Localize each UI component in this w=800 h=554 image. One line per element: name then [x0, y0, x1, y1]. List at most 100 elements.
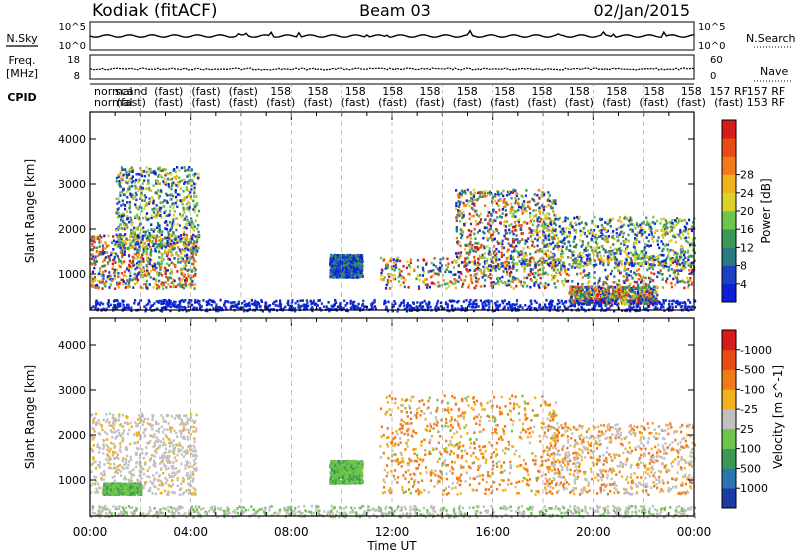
- power-cell: [387, 278, 390, 282]
- power-cell: [160, 260, 163, 263]
- power-cell: [581, 230, 585, 233]
- power-cell: [675, 276, 678, 280]
- power-cell: [153, 264, 157, 268]
- power-cell: [345, 267, 348, 270]
- power-cell: [549, 250, 552, 254]
- power-cell: [536, 239, 539, 242]
- power-cell: [536, 260, 539, 264]
- power-cell: [521, 212, 524, 215]
- power-cell: [500, 255, 503, 258]
- power-cell: [623, 250, 626, 253]
- power-cell: [477, 277, 480, 281]
- power-cell: [331, 273, 335, 277]
- power-cell: [490, 281, 493, 284]
- power-cell: [582, 270, 585, 274]
- power-cell: [631, 228, 634, 232]
- power-cell: [590, 228, 593, 232]
- power-cell: [618, 233, 621, 237]
- power-cell: [659, 262, 662, 265]
- power-cell: [563, 266, 566, 270]
- power-cell: [430, 281, 433, 285]
- power-cell: [143, 269, 146, 273]
- power-cell: [684, 261, 687, 264]
- power-cell: [527, 259, 530, 263]
- power-cell: [571, 262, 574, 266]
- power-cell: [476, 280, 479, 284]
- power-cell: [645, 283, 648, 287]
- power-cell: [468, 212, 471, 216]
- power-cell: [114, 261, 117, 264]
- power-cell: [494, 260, 498, 264]
- power-cell: [196, 214, 199, 217]
- power-cell: [158, 224, 161, 227]
- freq-panel: Freq. [MHz] 18 8 60 0 Nave: [6, 54, 792, 82]
- power-cell: [459, 244, 462, 248]
- power-cell: [129, 274, 132, 278]
- power-cell: [529, 257, 532, 260]
- power-cell: [188, 258, 191, 261]
- power-cell: [355, 265, 358, 269]
- power-cell: [604, 237, 607, 240]
- power-cell: [684, 256, 687, 259]
- power-cell: [631, 253, 634, 257]
- power-cell: [194, 253, 197, 256]
- power-cell: [620, 296, 623, 299]
- power-cell: [117, 226, 121, 230]
- power-cell: [538, 236, 541, 239]
- power-cell: [165, 245, 168, 249]
- power-cell: [474, 276, 478, 280]
- power-cell: [136, 240, 139, 244]
- power-cell: [671, 222, 674, 225]
- power-cell: [192, 208, 195, 211]
- power-cell: [140, 206, 143, 210]
- power-cell: [675, 262, 678, 266]
- power-cell: [345, 257, 348, 260]
- power-cell: [457, 211, 460, 215]
- power-cell: [98, 272, 101, 276]
- power-cell: [659, 222, 662, 225]
- power-cell: [670, 249, 673, 252]
- power-cell: [91, 235, 94, 239]
- power-cell: [533, 282, 536, 285]
- power-cell: [154, 278, 157, 282]
- power-cell: [352, 274, 356, 278]
- power-cell: [407, 286, 410, 289]
- power-cell: [585, 235, 589, 238]
- power-cell: [651, 237, 654, 240]
- power-cell: [601, 233, 604, 237]
- power-cell: [170, 281, 173, 284]
- power-cell: [148, 283, 151, 286]
- power-cell: [136, 256, 139, 260]
- power-cell: [181, 283, 184, 287]
- power-cell: [595, 233, 598, 236]
- power-cell: [182, 283, 185, 287]
- power-cell: [686, 229, 690, 232]
- power-cell: [669, 263, 672, 267]
- power-cell: [612, 243, 615, 246]
- power-cell: [471, 202, 474, 206]
- power-cell: [633, 241, 636, 245]
- power-cell: [154, 283, 157, 286]
- power-cell: [158, 206, 161, 210]
- power-cell: [567, 273, 571, 277]
- power-cell: [628, 294, 631, 297]
- power-cell: [129, 210, 132, 214]
- power-cell: [113, 270, 116, 273]
- power-cell: [681, 233, 684, 237]
- power-cell: [162, 204, 165, 208]
- power-cell: [483, 262, 486, 265]
- power-cell: [491, 201, 494, 205]
- power-cell: [183, 265, 186, 268]
- power-cell: [484, 218, 487, 221]
- power-cell: [165, 214, 168, 218]
- power-cell: [586, 249, 589, 252]
- power-cell: [336, 254, 339, 257]
- power-cell: [194, 268, 197, 271]
- power-cell: [470, 197, 473, 200]
- power-cell: [672, 258, 675, 262]
- power-cell: [573, 259, 576, 263]
- power-cell: [671, 235, 675, 238]
- power-cell: [579, 238, 582, 242]
- power-cell: [632, 245, 635, 249]
